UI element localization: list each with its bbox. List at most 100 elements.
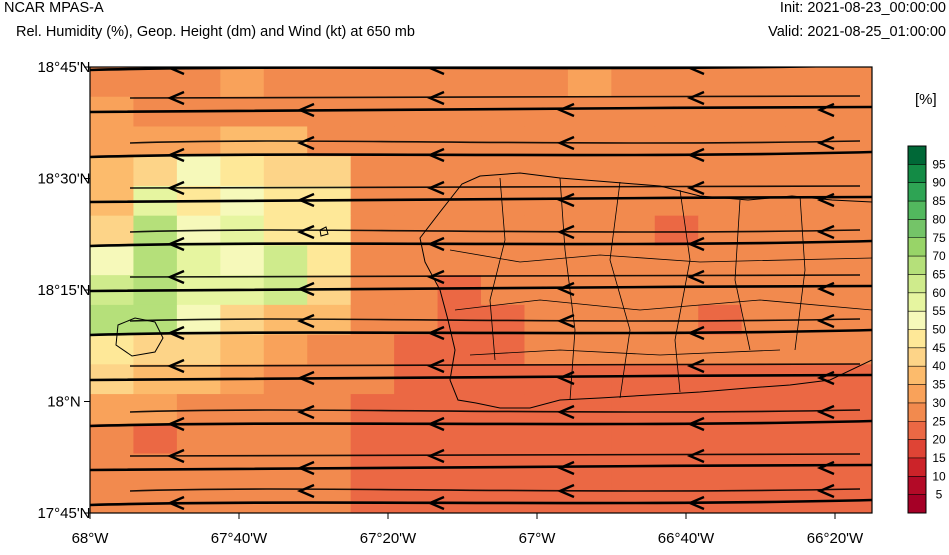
wind-arrowhead xyxy=(816,224,835,240)
colorbar-label: 15 xyxy=(932,451,946,465)
humidity-cell xyxy=(785,334,830,365)
humidity-cell xyxy=(567,453,612,484)
colorbar-swatch xyxy=(908,256,926,275)
wind-arrowhead xyxy=(556,313,575,329)
wind-arrowhead xyxy=(166,180,185,196)
wind-arrowhead xyxy=(816,483,835,499)
wind-arrowhead xyxy=(816,460,835,476)
wind-arrowhead xyxy=(686,90,705,106)
wind-streamline xyxy=(90,150,872,159)
humidity-cell xyxy=(567,423,612,455)
colorbar-label: 25 xyxy=(932,414,946,428)
humidity-cell xyxy=(437,334,482,365)
humidity-cell xyxy=(567,334,612,365)
humidity-cell xyxy=(828,334,872,365)
colorbar-label: 45 xyxy=(932,341,946,355)
humidity-cell xyxy=(785,423,830,455)
wind-arrowhead xyxy=(296,224,315,240)
valid-time: Valid: 2021-08-25_01:00:00 xyxy=(768,24,946,40)
humidity-cell xyxy=(90,304,135,336)
humidity-cell xyxy=(307,96,352,128)
humidity-cell xyxy=(437,67,482,98)
humidity-cell xyxy=(394,245,439,276)
wind-arrowhead xyxy=(166,358,185,374)
humidity-cell xyxy=(394,423,439,455)
humidity-cell xyxy=(437,245,482,276)
wind-streamline xyxy=(90,498,872,507)
humidity-cell xyxy=(654,126,699,157)
colorbar-swatch xyxy=(908,219,926,239)
colorbar-label: 40 xyxy=(932,359,946,373)
colorbar-label: 90 xyxy=(932,176,946,190)
humidity-cell xyxy=(481,453,526,484)
humidity-cell xyxy=(133,394,178,425)
humidity-cell xyxy=(611,96,656,128)
wind-streamline xyxy=(130,54,860,56)
wind-arrowhead xyxy=(820,50,834,62)
humidity-cell xyxy=(133,483,178,513)
humidity-cell xyxy=(654,67,699,98)
humidity-cell xyxy=(741,423,786,455)
colorbar-swatch xyxy=(908,476,926,496)
humidity-cell xyxy=(828,423,872,455)
humidity-cell xyxy=(741,185,786,217)
colorbar-label: 55 xyxy=(932,304,946,318)
init-time: Init: 2021-08-23_00:00:00 xyxy=(779,0,946,16)
humidity-cell xyxy=(133,245,178,276)
colorbar-label: 10 xyxy=(932,469,946,483)
humidity-cell xyxy=(90,334,135,365)
colorbar-label: 20 xyxy=(932,433,946,447)
humidity-cell xyxy=(90,156,135,187)
wind-arrowhead xyxy=(426,147,445,163)
humidity-cell xyxy=(524,245,569,276)
wind-streamline xyxy=(129,95,861,99)
humidity-cell xyxy=(481,156,526,187)
wind-arrowhead xyxy=(686,495,705,511)
wind-streamline xyxy=(129,488,861,492)
wind-arrowhead xyxy=(296,313,315,329)
colorbar-swatch xyxy=(908,237,926,257)
humidity-cell xyxy=(611,275,656,306)
humidity-cell xyxy=(611,423,656,455)
humidity-cell xyxy=(176,67,221,98)
humidity-cell xyxy=(654,215,699,246)
humidity-cell xyxy=(654,453,699,484)
map-title: NCAR MPAS-A xyxy=(4,0,104,16)
wind-streamline xyxy=(90,373,872,382)
municipal-boundary xyxy=(469,349,781,356)
colorbar-swatch xyxy=(908,274,926,294)
wind-arrowhead xyxy=(816,370,835,386)
wind-streamline xyxy=(90,284,872,293)
wind-arrowhead xyxy=(686,67,705,76)
humidity-cell xyxy=(785,394,830,425)
humidity-cell xyxy=(741,364,786,395)
humidity-cell xyxy=(176,334,221,365)
wind-streamline xyxy=(129,453,861,457)
colorbar-swatch xyxy=(908,439,926,459)
wind-streamline xyxy=(129,274,861,278)
humidity-cell xyxy=(698,334,743,365)
humidity-cell xyxy=(741,156,786,187)
municipal-boundary xyxy=(734,199,751,351)
wind-arrowhead xyxy=(816,192,835,208)
wind-arrowhead xyxy=(166,236,185,252)
humidity-cell xyxy=(741,483,786,513)
humidity-cell xyxy=(220,245,265,276)
humidity-cell xyxy=(437,185,482,217)
colorbar-swatch xyxy=(908,329,926,349)
wind-arrowhead xyxy=(426,448,445,464)
humidity-cell xyxy=(654,96,699,128)
humidity-cell xyxy=(481,423,526,455)
wind-arrowhead xyxy=(426,269,445,285)
humidity-cell xyxy=(828,394,872,425)
colorbar-label: 35 xyxy=(932,378,946,392)
humidity-cell xyxy=(220,483,265,513)
colorbar-swatch xyxy=(908,201,926,220)
wind-streamline xyxy=(90,463,872,472)
humidity-cell xyxy=(350,394,395,425)
lat-tick-label: 17°45'N xyxy=(37,505,90,522)
humidity-cell xyxy=(611,364,656,395)
wind-streamline xyxy=(90,195,872,204)
wind-arrowhead xyxy=(166,325,185,341)
